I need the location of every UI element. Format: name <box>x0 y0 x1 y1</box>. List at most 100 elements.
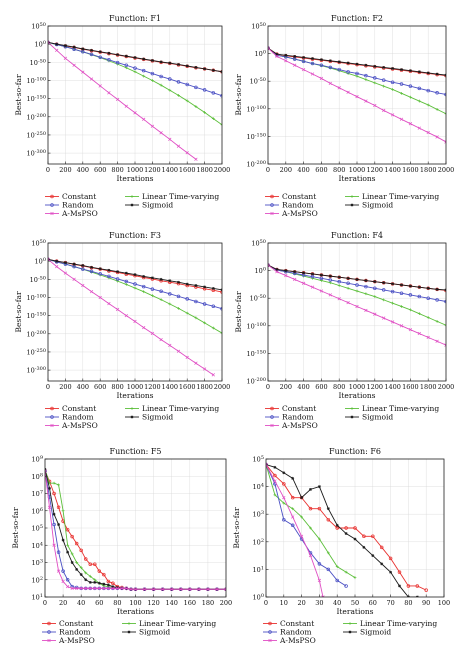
data-point-linear-time-varying <box>373 81 377 85</box>
data-point-a-mspso <box>337 297 341 301</box>
data-point-a-mspso <box>107 91 111 95</box>
data-point-a-mspso <box>185 355 189 360</box>
data-point-sigmoid <box>426 286 430 290</box>
data-point-sigmoid <box>409 69 412 73</box>
data-point-sigmoid <box>400 68 403 72</box>
data-point-random <box>107 58 111 62</box>
data-point-constant <box>317 506 322 511</box>
legend-marker-constant <box>270 406 274 411</box>
y-tick-label: 103 <box>253 510 264 519</box>
x-tick-label: 400 <box>297 383 309 391</box>
data-point-a-mspso <box>47 505 52 509</box>
data-point-linear-time-varying <box>353 576 357 580</box>
legend-label-constant: Constant <box>62 404 96 413</box>
data-point-a-mspso <box>159 131 163 135</box>
data-point-random <box>107 274 111 279</box>
data-point-sigmoid <box>177 63 180 66</box>
x-tick-label: 20 <box>59 599 67 607</box>
legend-marker-random <box>270 415 274 419</box>
data-point-linear-time-varying <box>177 306 180 310</box>
y-tick-label: 103 <box>32 559 43 568</box>
data-point-sigmoid <box>309 487 312 491</box>
data-point-sigmoid <box>116 586 119 589</box>
data-point-a-mspso <box>133 587 138 591</box>
data-point-a-mspso <box>426 335 430 340</box>
data-point-constant <box>424 588 428 592</box>
data-point-random <box>346 70 350 74</box>
y-tick-label: 100 <box>35 257 46 266</box>
data-point-linear-time-varying <box>194 316 198 320</box>
data-point-sigmoid <box>81 47 85 51</box>
data-point-a-mspso <box>45 469 47 473</box>
data-point-sigmoid <box>320 58 323 62</box>
x-tick-label: 100 <box>129 599 141 607</box>
data-point-constant <box>353 526 357 530</box>
y-axis-label: Best-so-far <box>14 74 23 115</box>
x-tick-label: 160 <box>184 599 196 607</box>
legend-label-linear-time-varying: Linear Time-varying <box>139 619 216 628</box>
data-point-constant <box>290 495 295 500</box>
data-point-random <box>417 86 422 91</box>
series-line-a-mspso <box>266 464 324 597</box>
x-tick-label: 1200 <box>144 166 161 174</box>
data-point-linear-time-varying <box>355 74 359 78</box>
legend-label-linear-time-varying: Linear Time-varying <box>142 192 219 201</box>
chart-title: Function: F6 <box>329 447 381 456</box>
data-point-a-mspso <box>70 586 74 591</box>
legend-label-sigmoid: Sigmoid <box>360 628 391 637</box>
data-point-a-mspso <box>364 308 368 312</box>
legend-label-random: Random <box>59 628 91 637</box>
series-line-constant <box>266 464 427 591</box>
chart-panel-3: Function: F3 0 200 400 600 800 1000 1200 1400 160… <box>14 231 230 430</box>
data-point-sigmoid <box>318 485 321 488</box>
data-point-constant <box>220 290 222 294</box>
data-point-linear-time-varying <box>151 79 154 82</box>
data-point-a-mspso <box>399 117 404 121</box>
data-point-a-mspso <box>328 293 332 297</box>
plot-area <box>48 40 222 161</box>
y-axis-label: Best-so-far <box>234 74 243 115</box>
legend-label-constant: Constant <box>282 404 316 413</box>
data-point-random <box>194 85 198 90</box>
x-tick-label: 1400 <box>162 166 179 174</box>
data-point-sigmoid <box>93 580 97 584</box>
x-axis-label: Iterations <box>117 607 154 616</box>
y-tick-label: 101 <box>32 593 43 602</box>
data-point-linear-time-varying <box>79 566 83 570</box>
data-point-sigmoid <box>284 269 288 272</box>
data-point-linear-time-varying <box>93 578 97 582</box>
data-point-sigmoid <box>391 67 394 70</box>
y-tick-label: 10-50 <box>250 294 266 303</box>
legend-label-a-mspso: A-MsPSO <box>61 209 98 218</box>
legend-label-random: Random <box>280 628 312 637</box>
y-axis-label: Best-so-far <box>11 507 20 548</box>
data-point-a-mspso <box>79 586 83 591</box>
data-point-random <box>159 289 163 294</box>
data-point-sigmoid <box>124 54 128 58</box>
data-point-sigmoid <box>84 578 88 582</box>
data-point-sigmoid <box>337 275 341 279</box>
data-point-a-mspso <box>176 144 181 148</box>
data-point-random <box>211 304 216 308</box>
data-point-linear-time-varying <box>409 95 412 99</box>
data-point-a-mspso <box>151 587 156 591</box>
data-point-a-mspso <box>106 586 110 591</box>
data-point-linear-time-varying <box>391 301 394 305</box>
data-point-sigmoid <box>326 507 330 511</box>
x-axis-label: Iterations <box>338 174 375 183</box>
data-point-linear-time-varying <box>382 298 386 302</box>
data-point-random <box>159 74 163 79</box>
x-tick-label: 1800 <box>196 383 213 391</box>
data-point-a-mspso <box>444 140 446 144</box>
data-point-a-mspso <box>176 349 181 353</box>
data-point-linear-time-varying <box>400 91 403 95</box>
data-point-a-mspso <box>55 264 59 269</box>
data-point-constant <box>362 534 366 539</box>
data-point-a-mspso <box>284 273 288 278</box>
legend-label-random: Random <box>62 201 94 210</box>
data-point-sigmoid <box>88 580 92 584</box>
series-line-a-mspso <box>48 258 214 376</box>
data-point-a-mspso <box>299 534 304 538</box>
data-point-sigmoid <box>55 42 59 46</box>
data-point-random <box>390 80 395 85</box>
